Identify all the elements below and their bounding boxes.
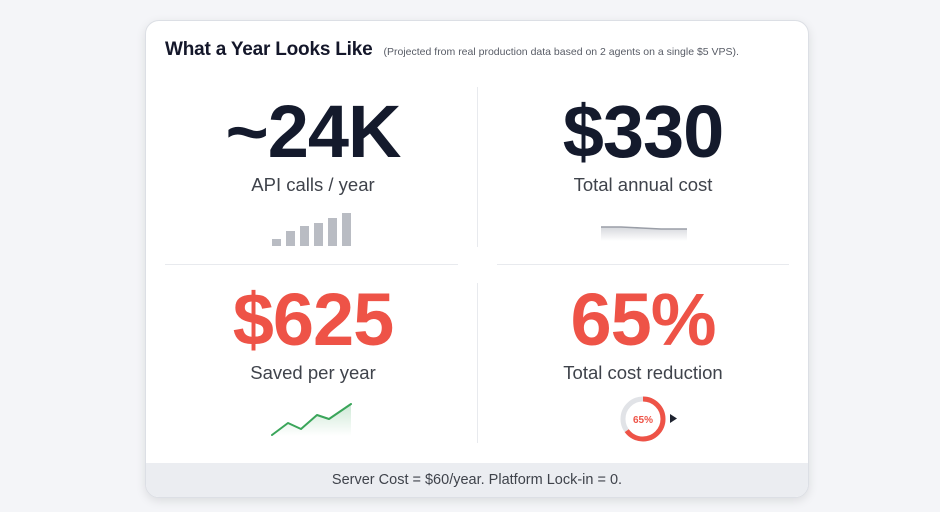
donut-chart-icon: 65% bbox=[620, 396, 677, 442]
pointer-triangle-icon bbox=[670, 414, 677, 423]
stat-value: 65% bbox=[570, 278, 716, 361]
horizontal-divider-right bbox=[497, 264, 789, 265]
card-header: What a Year Looks Like (Projected from r… bbox=[165, 39, 739, 61]
card-subtitle: (Projected from real production data bas… bbox=[383, 46, 739, 58]
stat-api-calls: ~24K API calls / year bbox=[163, 92, 463, 196]
summary-card: What a Year Looks Like (Projected from r… bbox=[145, 20, 809, 498]
vertical-divider-bottom bbox=[477, 283, 478, 443]
vertical-divider-top bbox=[477, 87, 478, 247]
stat-label: API calls / year bbox=[251, 174, 375, 195]
card-title: What a Year Looks Like bbox=[165, 39, 373, 60]
stat-label: Total cost reduction bbox=[563, 362, 723, 383]
stat-label: Saved per year bbox=[250, 362, 376, 383]
stat-value: $330 bbox=[562, 90, 725, 173]
donut-label: 65% bbox=[633, 415, 653, 426]
stat-value: ~24K bbox=[225, 90, 402, 173]
stat-label: Total annual cost bbox=[573, 174, 713, 195]
stat-saved: $625 Saved per year bbox=[163, 280, 463, 384]
stat-annual-cost: $330 Total annual cost bbox=[493, 92, 793, 196]
stat-value: $625 bbox=[232, 278, 395, 361]
rising-line-chart-icon bbox=[271, 403, 352, 436]
bar-chart-icon bbox=[272, 213, 351, 246]
donut-progress-arc bbox=[620, 396, 666, 442]
horizontal-divider-left bbox=[165, 264, 458, 265]
flat-area-chart-icon bbox=[601, 226, 687, 241]
card-footer: Server Cost = $60/year. Platform Lock-in… bbox=[146, 463, 808, 497]
stat-cost-reduction: 65% Total cost reduction bbox=[493, 280, 793, 384]
